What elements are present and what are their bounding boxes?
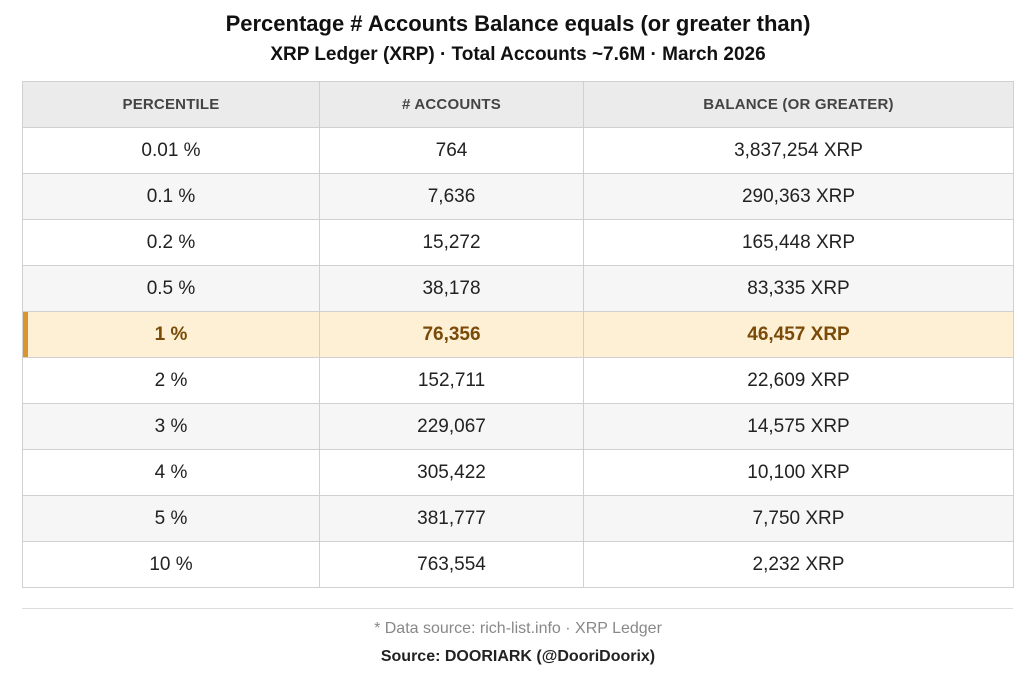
source-credit: Source: DOORIARK (@DooriDoorix): [380, 648, 656, 665]
balance-cell: 3,837,254 XRP: [583, 127, 1014, 174]
percentile-cell: 1 %: [22, 311, 320, 358]
balance-cell: 83,335 XRP: [583, 265, 1014, 312]
balance-cell: 2,232 XRP: [583, 541, 1014, 588]
table-row-highlighted: 1 % 76,356 46,457 XRP: [22, 311, 1014, 358]
accounts-cell: 7,636: [319, 173, 584, 220]
balance-cell: 165,448 XRP: [583, 219, 1014, 266]
accounts-cell: 305,422: [319, 449, 584, 496]
column-header-balance: BALANCE (OR GREATER): [583, 81, 1014, 128]
table-row: 2 % 152,711 22,609 XRP: [22, 357, 1014, 404]
accounts-cell: 381,777: [319, 495, 584, 542]
table-header-row: PERCENTILE # ACCOUNTS BALANCE (OR GREATE…: [22, 81, 1014, 128]
percentile-cell: 3 %: [22, 403, 320, 450]
page-title: Percentage # Accounts Balance equals (or…: [225, 11, 811, 36]
percentile-cell: 0.1 %: [22, 173, 320, 220]
balance-cell: 10,100 XRP: [583, 449, 1014, 496]
balance-cell: 14,575 XRP: [583, 403, 1014, 450]
page-subtitle: XRP Ledger (XRP) · Total Accounts ~7.6M …: [270, 44, 766, 65]
column-header-accounts: # ACCOUNTS: [319, 81, 584, 128]
table-row: 0.5 % 38,178 83,335 XRP: [22, 265, 1014, 312]
balance-cell: 290,363 XRP: [583, 173, 1014, 220]
accounts-cell: 15,272: [319, 219, 584, 266]
column-header-percentile: PERCENTILE: [22, 81, 320, 128]
accounts-cell: 229,067: [319, 403, 584, 450]
table-row: 0.2 % 15,272 165,448 XRP: [22, 219, 1014, 266]
percentile-cell: 2 %: [22, 357, 320, 404]
percentile-cell: 0.01 %: [22, 127, 320, 174]
accounts-cell: 763,554: [319, 541, 584, 588]
table-row: 3 % 229,067 14,575 XRP: [22, 403, 1014, 450]
data-source-note: * Data source: rich-list.info · XRP Ledg…: [374, 620, 662, 637]
footer-divider: [22, 608, 1013, 609]
percentile-cell: 10 %: [22, 541, 320, 588]
balance-cell: 46,457 XRP: [583, 311, 1014, 358]
percentile-cell: 5 %: [22, 495, 320, 542]
balance-cell: 7,750 XRP: [583, 495, 1014, 542]
balance-cell: 22,609 XRP: [583, 357, 1014, 404]
percentile-cell: 4 %: [22, 449, 320, 496]
accounts-cell: 152,711: [319, 357, 584, 404]
table-row: 0.01 % 764 3,837,254 XRP: [22, 127, 1014, 174]
table-row: 0.1 % 7,636 290,363 XRP: [22, 173, 1014, 220]
percentile-table: PERCENTILE # ACCOUNTS BALANCE (OR GREATE…: [22, 81, 1014, 588]
percentile-cell: 0.2 %: [22, 219, 320, 266]
accounts-cell: 38,178: [319, 265, 584, 312]
percentile-cell: 0.5 %: [22, 265, 320, 312]
accounts-cell: 764: [319, 127, 584, 174]
accounts-cell: 76,356: [319, 311, 584, 358]
table-row: 4 % 305,422 10,100 XRP: [22, 449, 1014, 496]
table-row: 10 % 763,554 2,232 XRP: [22, 541, 1014, 588]
table-row: 5 % 381,777 7,750 XRP: [22, 495, 1014, 542]
